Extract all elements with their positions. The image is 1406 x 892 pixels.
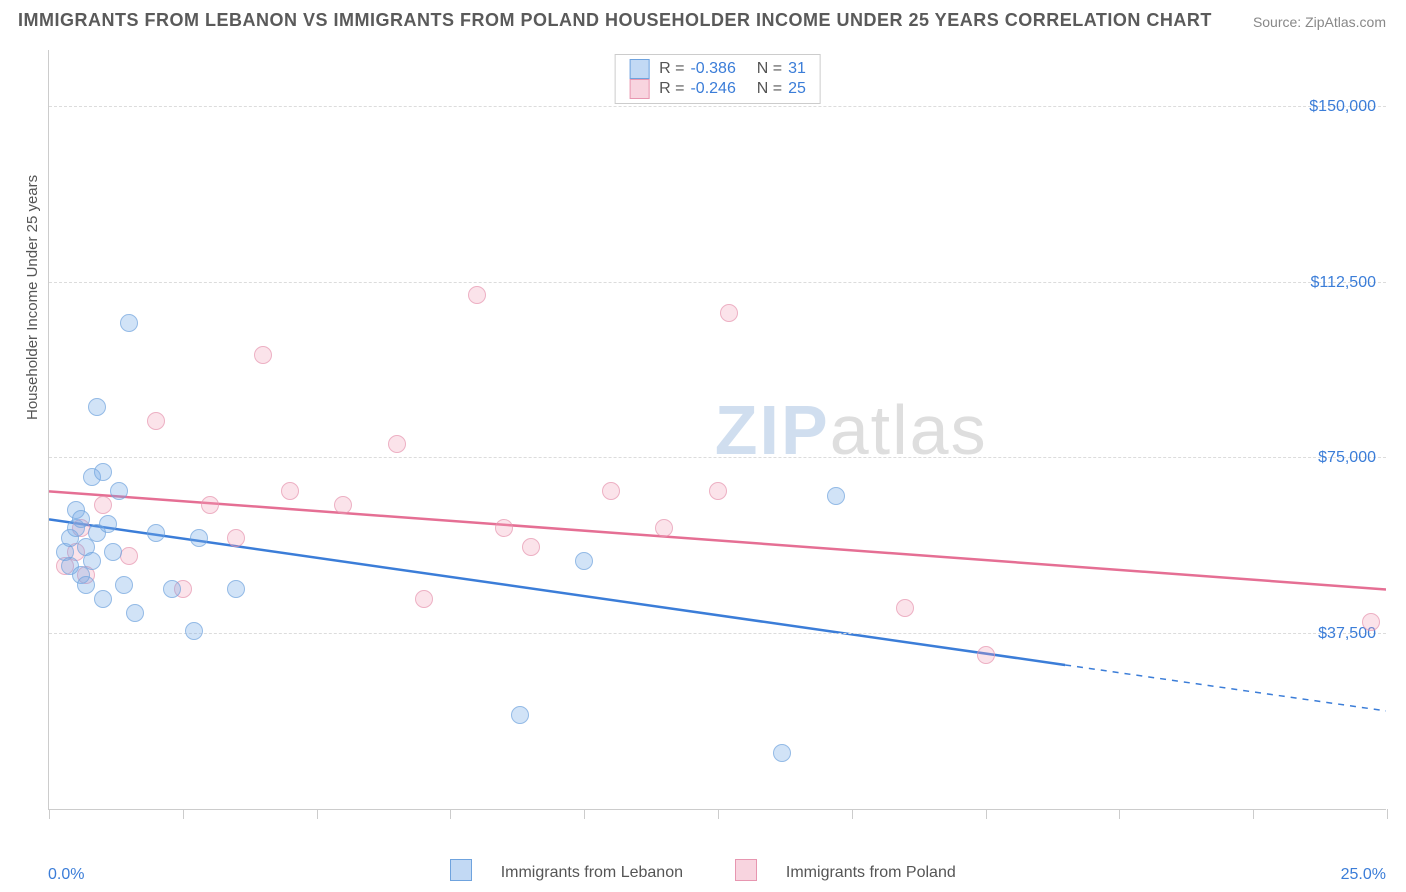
n-value-lebanon: 31 xyxy=(788,60,806,78)
data-point xyxy=(655,519,673,537)
y-axis-label: Householder Income Under 25 years xyxy=(24,175,41,420)
x-minor-tick xyxy=(1253,809,1254,819)
gridline-h xyxy=(49,106,1386,107)
data-point xyxy=(201,496,219,514)
gridline-h xyxy=(49,282,1386,283)
data-point xyxy=(227,580,245,598)
data-point xyxy=(495,519,513,537)
trend-lines xyxy=(49,50,1386,809)
data-point xyxy=(126,604,144,622)
x-minor-tick xyxy=(852,809,853,819)
legend-label-poland: Immigrants from Poland xyxy=(786,864,956,881)
data-point xyxy=(104,543,122,561)
data-point xyxy=(99,515,117,533)
data-point xyxy=(388,435,406,453)
data-point xyxy=(977,646,995,664)
data-point xyxy=(254,346,272,364)
data-point xyxy=(115,576,133,594)
r-label: R = xyxy=(659,60,684,78)
data-point xyxy=(602,482,620,500)
r-value-poland: -0.246 xyxy=(690,80,735,98)
data-point xyxy=(827,487,845,505)
data-point xyxy=(94,590,112,608)
n-label: N = xyxy=(757,80,782,98)
y-tick-label: $150,000 xyxy=(1309,98,1376,116)
x-minor-tick xyxy=(584,809,585,819)
y-tick-label: $112,500 xyxy=(1310,274,1376,292)
gridline-h xyxy=(49,633,1386,634)
swatch-blue-icon xyxy=(450,859,472,881)
x-minor-tick xyxy=(1119,809,1120,819)
scatter-plot: ZIPatlas R = -0.386 N = 31 R = -0.246 N … xyxy=(48,50,1386,810)
swatch-blue-icon xyxy=(629,59,649,79)
x-minor-tick xyxy=(718,809,719,819)
data-point xyxy=(185,622,203,640)
data-point xyxy=(88,398,106,416)
data-point xyxy=(163,580,181,598)
x-minor-tick xyxy=(986,809,987,819)
data-point xyxy=(415,590,433,608)
data-point xyxy=(147,412,165,430)
data-point xyxy=(773,744,791,762)
x-minor-tick xyxy=(183,809,184,819)
n-label: N = xyxy=(757,60,782,78)
data-point xyxy=(190,529,208,547)
data-point xyxy=(94,463,112,481)
data-point xyxy=(709,482,727,500)
x-minor-tick xyxy=(1387,809,1388,819)
x-minor-tick xyxy=(317,809,318,819)
n-value-poland: 25 xyxy=(788,80,806,98)
data-point xyxy=(522,538,540,556)
swatch-pink-icon xyxy=(629,79,649,99)
data-point xyxy=(896,599,914,617)
data-point xyxy=(120,314,138,332)
data-point xyxy=(120,547,138,565)
data-point xyxy=(110,482,128,500)
data-point xyxy=(334,496,352,514)
data-point xyxy=(468,286,486,304)
gridline-h xyxy=(49,457,1386,458)
swatch-pink-icon xyxy=(735,859,757,881)
source-attribution: Source: ZipAtlas.com xyxy=(1253,14,1386,30)
x-minor-tick xyxy=(450,809,451,819)
data-point xyxy=(72,510,90,528)
data-point xyxy=(227,529,245,547)
data-point xyxy=(147,524,165,542)
data-point xyxy=(720,304,738,322)
legend-item-poland: Immigrants from Poland xyxy=(723,864,967,881)
data-point xyxy=(511,706,529,724)
data-point xyxy=(1362,613,1380,631)
r-label: R = xyxy=(659,80,684,98)
data-point xyxy=(77,576,95,594)
legend-label-lebanon: Immigrants from Lebanon xyxy=(501,864,683,881)
r-value-lebanon: -0.386 xyxy=(690,60,735,78)
data-point xyxy=(575,552,593,570)
data-point xyxy=(83,552,101,570)
series-legend: Immigrants from Lebanon Immigrants from … xyxy=(0,859,1406,882)
correlation-row-poland: R = -0.246 N = 25 xyxy=(629,79,806,99)
chart-title: IMMIGRANTS FROM LEBANON VS IMMIGRANTS FR… xyxy=(18,10,1212,31)
x-minor-tick xyxy=(49,809,50,819)
data-point xyxy=(281,482,299,500)
correlation-legend: R = -0.386 N = 31 R = -0.246 N = 25 xyxy=(614,54,821,104)
y-tick-label: $75,000 xyxy=(1318,449,1376,467)
correlation-row-lebanon: R = -0.386 N = 31 xyxy=(629,59,806,79)
legend-item-lebanon: Immigrants from Lebanon xyxy=(438,864,699,881)
data-point xyxy=(94,496,112,514)
